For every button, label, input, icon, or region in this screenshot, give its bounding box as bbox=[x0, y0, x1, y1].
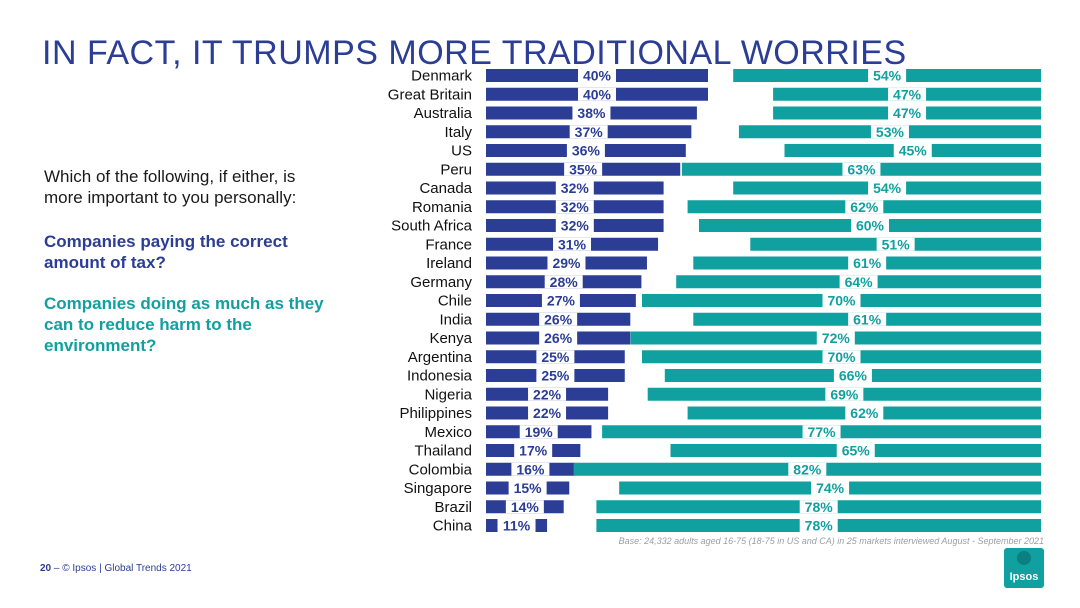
value-label-tax: 32% bbox=[561, 218, 590, 234]
value-label-tax: 22% bbox=[533, 386, 562, 402]
value-label-environment: 78% bbox=[805, 518, 834, 534]
value-label-environment: 47% bbox=[893, 105, 922, 121]
value-label-environment: 54% bbox=[873, 68, 902, 84]
value-label-tax: 17% bbox=[519, 443, 548, 459]
value-label-tax: 22% bbox=[533, 405, 562, 421]
country-label: Mexico bbox=[424, 424, 472, 441]
value-label-environment: 77% bbox=[808, 424, 837, 440]
country-label: Argentina bbox=[408, 349, 473, 366]
footer-text: © Ipsos | Global Trends 2021 bbox=[62, 563, 191, 574]
country-label: Italy bbox=[444, 124, 472, 141]
value-label-environment: 62% bbox=[850, 199, 879, 215]
country-label: Singapore bbox=[404, 480, 472, 497]
value-label-environment: 70% bbox=[827, 349, 856, 365]
value-label-tax: 32% bbox=[561, 180, 590, 196]
value-label-tax: 29% bbox=[552, 255, 581, 271]
page-number: 20 bbox=[40, 563, 51, 574]
country-label: US bbox=[451, 143, 472, 160]
value-label-tax: 40% bbox=[583, 86, 612, 102]
footer-separator: – bbox=[54, 563, 60, 574]
value-label-tax: 38% bbox=[577, 105, 606, 121]
value-label-tax: 26% bbox=[544, 311, 573, 327]
country-label: Denmark bbox=[411, 68, 472, 85]
country-label: China bbox=[433, 518, 473, 535]
value-label-tax: 14% bbox=[511, 499, 540, 515]
value-label-environment: 70% bbox=[827, 293, 856, 309]
value-label-tax: 40% bbox=[583, 68, 612, 84]
country-label: India bbox=[439, 311, 472, 328]
country-label: Chile bbox=[438, 293, 472, 310]
value-label-environment: 53% bbox=[876, 124, 905, 140]
value-label-tax: 31% bbox=[558, 236, 587, 252]
country-label: Brazil bbox=[434, 499, 472, 516]
value-label-environment: 78% bbox=[805, 499, 834, 515]
value-label-environment: 60% bbox=[856, 218, 885, 234]
value-label-environment: 63% bbox=[847, 161, 876, 177]
country-label: Colombia bbox=[409, 461, 473, 478]
country-label: Thailand bbox=[414, 443, 472, 460]
value-label-environment: 65% bbox=[842, 443, 871, 459]
value-label-environment: 72% bbox=[822, 330, 851, 346]
value-label-environment: 54% bbox=[873, 180, 902, 196]
country-label: Romania bbox=[412, 199, 473, 216]
value-label-environment: 61% bbox=[853, 311, 882, 327]
value-label-tax: 15% bbox=[514, 480, 543, 496]
country-label: Indonesia bbox=[407, 368, 473, 385]
value-label-tax: 16% bbox=[516, 461, 545, 477]
value-label-environment: 62% bbox=[850, 405, 879, 421]
country-label: Philippines bbox=[399, 405, 472, 422]
base-note: Base: 24,332 adults aged 16-75 (18-75 in… bbox=[619, 536, 1044, 546]
value-label-tax: 36% bbox=[572, 143, 601, 159]
value-label-tax: 37% bbox=[575, 124, 604, 140]
country-label: Peru bbox=[440, 161, 472, 178]
country-label: South Africa bbox=[391, 218, 473, 235]
country-label: Kenya bbox=[429, 330, 472, 347]
country-label: Great Britain bbox=[388, 86, 472, 103]
country-label: Germany bbox=[410, 274, 472, 291]
value-label-tax: 35% bbox=[569, 161, 598, 177]
value-label-environment: 47% bbox=[893, 86, 922, 102]
value-label-environment: 74% bbox=[816, 480, 845, 496]
country-label: Nigeria bbox=[424, 386, 472, 403]
value-label-tax: 25% bbox=[541, 349, 570, 365]
footer: 20 – © Ipsos | Global Trends 2021 bbox=[40, 563, 192, 574]
value-label-tax: 26% bbox=[544, 330, 573, 346]
ipsos-logo: Ipsos bbox=[1004, 548, 1044, 588]
value-label-tax: 28% bbox=[550, 274, 579, 290]
value-label-environment: 66% bbox=[839, 368, 868, 384]
value-label-environment: 51% bbox=[882, 236, 911, 252]
value-label-tax: 19% bbox=[525, 424, 554, 440]
country-label: Ireland bbox=[426, 255, 472, 272]
value-label-environment: 61% bbox=[853, 255, 882, 271]
value-label-environment: 45% bbox=[899, 143, 928, 159]
value-label-environment: 69% bbox=[830, 386, 859, 402]
value-label-environment: 82% bbox=[793, 461, 822, 477]
country-label: Canada bbox=[419, 180, 472, 197]
logo-circle bbox=[1017, 551, 1031, 565]
value-label-tax: 27% bbox=[547, 293, 576, 309]
value-label-tax: 32% bbox=[561, 199, 590, 215]
country-label: Australia bbox=[414, 105, 473, 122]
logo-text: Ipsos bbox=[1004, 571, 1044, 583]
country-label: France bbox=[425, 236, 472, 253]
value-label-tax: 11% bbox=[503, 518, 531, 534]
value-label-environment: 64% bbox=[845, 274, 874, 290]
value-label-tax: 25% bbox=[541, 368, 570, 384]
